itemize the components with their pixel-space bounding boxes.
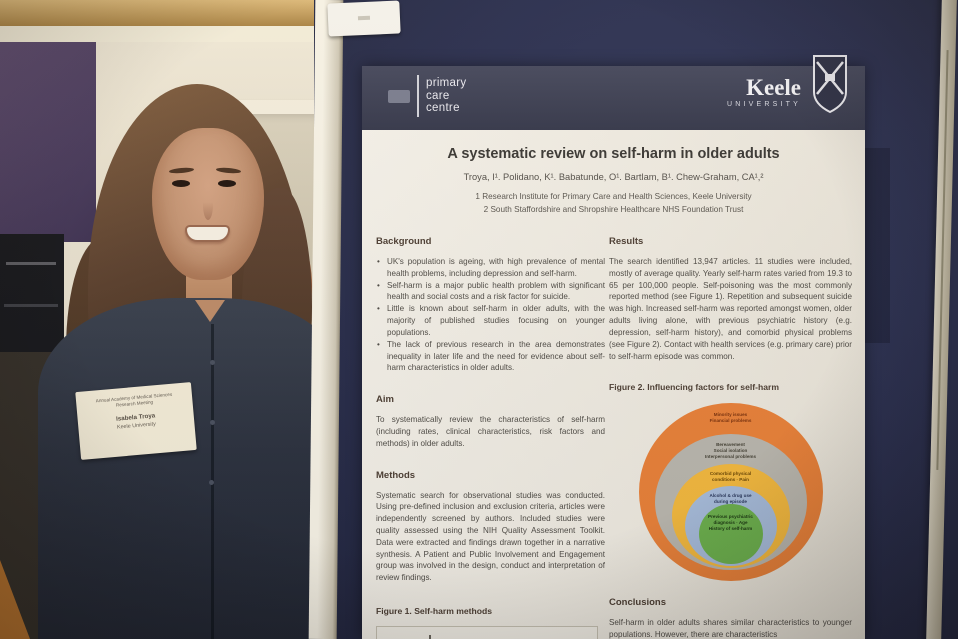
ring-label-line: Previous psychiatric (708, 514, 753, 520)
ring-label-line: diagnosis · Age (713, 520, 748, 526)
ring-label: Alcohol & drug use during episode (685, 493, 777, 505)
ring-label-line: conditions · Pain (711, 477, 749, 483)
methods-heading: Methods (376, 469, 416, 481)
board-frame-left (308, 0, 344, 639)
ring-individual-factors: Previous psychiatric diagnosis · Age His… (698, 504, 763, 565)
ring-label: Previous psychiatric diagnosis · Age His… (699, 514, 763, 532)
conclusions-heading: Conclusions (609, 597, 667, 609)
pcc-logo-text: primary care centre (426, 77, 466, 115)
figure2-caption: Figure 2. Influencing factors for self-h… (609, 382, 779, 393)
methods-text: Systematic search for observational stud… (376, 490, 605, 583)
figure1-axis (429, 635, 431, 639)
keele-university-text: UNIVERSITY (726, 101, 801, 108)
keele-shield-icon (813, 55, 847, 114)
keele-university-logo: Keele UNIVERSITY (726, 75, 801, 109)
attendee-eye-left (172, 180, 190, 187)
shirt-button (210, 360, 215, 365)
poster-title: A systematic review on self-harm in olde… (447, 146, 780, 162)
poster-left-column: Background UK's population is ageing, wi… (376, 236, 605, 639)
poster-board: primary care centre Keele UNIVERSITY A s… (308, 0, 958, 639)
ring-label-line: Comorbid physical (709, 471, 752, 477)
primary-care-centre-logo: primary care centre (388, 75, 466, 117)
affiliation-2: 2 South Staffordshire and Shropshire Hea… (483, 205, 744, 214)
logo-divider (417, 75, 419, 117)
ring-label-line: Social isolation (713, 448, 748, 454)
results-heading: Results (609, 236, 644, 247)
pcc-line-2: care (426, 89, 450, 102)
background-bullet: The lack of previous research in the are… (376, 339, 605, 374)
affiliation-1: 1 Research Institute for Primary Care an… (475, 192, 752, 201)
ring-label-line: Alcohol & drug use (709, 493, 752, 499)
attendee-shirt (38, 298, 340, 639)
shirt-button (210, 420, 215, 425)
ceiling-beam (0, 0, 350, 26)
background-bullet: UK's population is ageing, with high pre… (376, 256, 605, 280)
poster-authors: Troya, I¹. Polidano, K¹. Babatunde, O¹. … (463, 172, 764, 182)
attendee-eyebrow-left (168, 166, 195, 175)
figure2-concentric-diagram: Minority issues Financial problems Berea… (635, 400, 827, 582)
ring-label: Comorbid physical conditions · Pain (672, 471, 790, 483)
poster-right-column: Results The search identified 13,947 art… (609, 236, 852, 639)
name-badge: Annual Academy of Medical Sciences Resea… (75, 382, 197, 460)
ring-label-line: during episode (714, 499, 747, 505)
ceiling-strip (0, 26, 350, 42)
figure1-chart: Poison (376, 626, 598, 639)
attendee-smile (185, 225, 230, 242)
background-bullet: Self-harm is a major public health probl… (376, 280, 605, 304)
dark-cabinet (0, 234, 64, 352)
background-bullet-list: UK's population is ageing, with high pre… (376, 256, 605, 374)
attendee-eyebrow-right (215, 166, 242, 175)
keele-wordmark: Keele (746, 75, 801, 100)
attendee-eye-right (218, 180, 236, 187)
research-poster: primary care centre Keele UNIVERSITY A s… (362, 55, 865, 639)
results-text: The search identified 13,947 articles. 1… (609, 257, 852, 361)
attendee-face (152, 128, 264, 280)
ring-label-line: History of self-harm (708, 526, 753, 532)
board-number-label (327, 0, 401, 37)
purple-wall-panel (0, 42, 96, 242)
ring-label: Minority issues Financial problems (639, 412, 823, 424)
background-heading: Background (376, 236, 432, 247)
ring-label-line: Bereavement (716, 442, 745, 448)
shirt-button (209, 480, 214, 485)
aim-text: To systematically review the characteris… (376, 415, 605, 448)
pcc-line-1: primary (426, 77, 467, 90)
poster-header-band: primary care centre Keele UNIVERSITY (362, 55, 865, 130)
attendee-nose (203, 190, 213, 220)
ring-label-line: Minority issues (713, 412, 748, 418)
background-bullet: Little is known about self-harm in older… (376, 303, 605, 338)
figure1-caption: Figure 1. Self-harm methods (376, 606, 493, 617)
board-frame-right (925, 0, 958, 639)
ring-label: Bereavement Social isolation Interperson… (655, 442, 807, 460)
aim-heading: Aim (376, 394, 394, 406)
pcc-line-3: centre (426, 102, 460, 115)
conclusions-text: Self-harm in older adults shares similar… (609, 618, 852, 639)
research-institute-emblem-icon (388, 89, 410, 103)
ring-label-line: Financial problems (709, 418, 752, 424)
ring-label-line: Interpersonal problems (704, 454, 757, 460)
